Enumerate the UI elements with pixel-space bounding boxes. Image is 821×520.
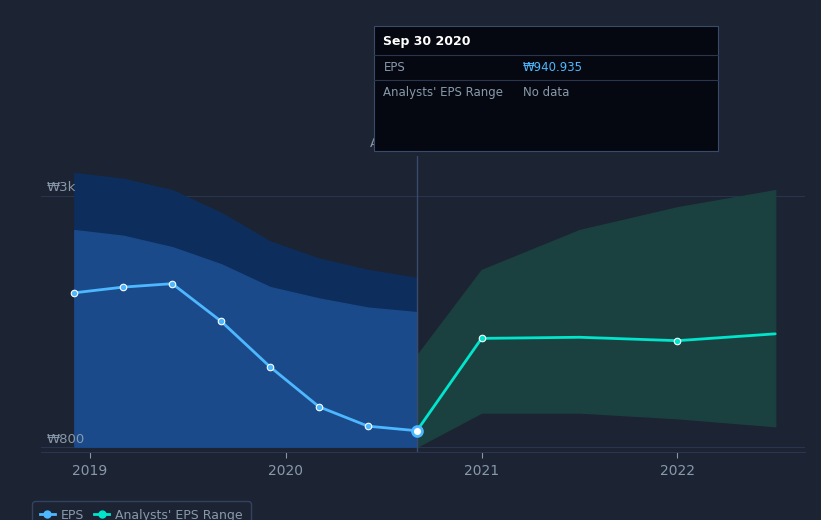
Point [68,289,81,297]
Text: Actual: Actual [370,137,410,150]
Text: No data: No data [523,86,569,99]
Text: ₩800: ₩800 [47,433,85,446]
Text: Sep 30 2020: Sep 30 2020 [383,35,471,48]
Point [410,426,424,435]
Point [214,317,227,326]
Point [117,283,130,291]
Point [264,363,277,371]
Text: ₩940.935: ₩940.935 [523,61,583,74]
Legend: EPS, Analysts' EPS Range: EPS, Analysts' EPS Range [32,501,250,520]
Text: EPS: EPS [383,61,405,74]
Point [410,426,424,435]
Text: Analysts' EPS Range: Analysts' EPS Range [383,86,503,99]
Text: Analysts Forecasts: Analysts Forecasts [424,137,541,150]
Point [475,334,488,343]
Text: ₩3k: ₩3k [47,180,76,193]
Point [671,336,684,345]
Point [313,402,326,411]
Point [361,422,374,431]
Point [166,280,179,288]
